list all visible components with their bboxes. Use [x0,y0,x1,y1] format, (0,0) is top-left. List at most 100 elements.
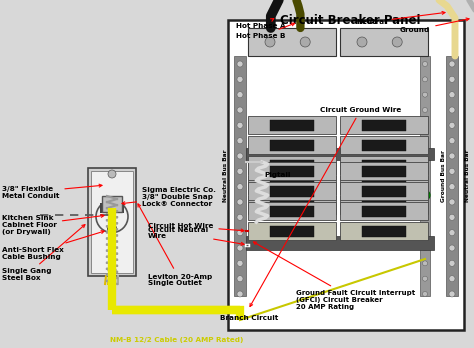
Circle shape [422,153,428,158]
Text: Circuit Hot Wire: Circuit Hot Wire [148,223,244,232]
Bar [102,196,122,212]
Bar [248,28,336,56]
Circle shape [449,199,455,205]
Circle shape [422,245,428,251]
Bar [362,166,406,177]
Bar [340,116,428,134]
Circle shape [265,37,275,47]
Circle shape [449,184,455,190]
Text: Circuit Ground Wire: Circuit Ground Wire [250,107,401,307]
Circle shape [449,230,455,236]
Text: Neutral Bus Bar: Neutral Bus Bar [224,150,228,202]
Circle shape [449,122,455,128]
Circle shape [449,76,455,82]
Bar [246,236,434,250]
Text: Neutral: Neutral [356,11,445,25]
Circle shape [422,215,428,220]
Bar [446,56,458,296]
Circle shape [422,123,428,128]
Bar [248,162,336,180]
Bar [270,180,314,191]
Text: Pigtail: Pigtail [264,172,291,178]
Bar [362,160,406,171]
Bar [270,186,314,197]
Bar [88,168,136,276]
Circle shape [449,245,455,251]
Text: Ground: Ground [400,18,469,33]
Text: Branch Circuit: Branch Circuit [220,315,278,321]
Bar [248,136,336,154]
Bar [362,140,406,151]
Bar [340,136,428,154]
Bar [340,182,428,200]
Bar [248,196,336,214]
Bar [228,20,464,330]
Circle shape [422,92,428,97]
Bar [270,206,314,217]
Circle shape [237,107,243,113]
Text: Anti-Short Flex
Cable Bushing: Anti-Short Flex Cable Bushing [2,231,104,260]
Circle shape [237,61,243,67]
Circle shape [237,276,243,282]
Circle shape [237,122,243,128]
Circle shape [237,92,243,98]
Bar [340,156,428,174]
Circle shape [449,214,455,220]
Circle shape [300,37,310,47]
Circle shape [237,214,243,220]
Text: Single Gang
Steel Box: Single Gang Steel Box [2,224,85,282]
Circle shape [422,62,428,66]
Bar [362,186,406,197]
Circle shape [449,260,455,266]
Bar [246,148,434,160]
Circle shape [422,199,428,205]
Circle shape [422,184,428,189]
Circle shape [237,76,243,82]
Text: Ground Fault Circuit Interrupt
(GFCI) Circuit Breaker
20 AMP Rating: Ground Fault Circuit Interrupt (GFCI) Ci… [254,242,415,310]
Circle shape [237,138,243,144]
Bar [340,222,428,240]
Bar [420,56,430,296]
Circle shape [449,61,455,67]
Text: Ground Bus Bar: Ground Bus Bar [441,150,447,202]
Circle shape [422,261,428,266]
Circle shape [237,168,243,174]
Circle shape [449,153,455,159]
Circle shape [420,190,430,200]
Circle shape [422,169,428,174]
Bar [340,28,428,56]
Bar [270,200,314,211]
Bar [270,160,314,171]
Circle shape [237,245,243,251]
Bar [234,56,246,296]
Circle shape [422,108,428,112]
Bar [119,203,124,213]
Text: Neutral Bus Bar: Neutral Bus Bar [465,150,471,202]
Circle shape [449,107,455,113]
Bar [340,176,428,194]
Circle shape [449,138,455,144]
Bar [270,226,314,237]
Text: NM-B 12/2 Cable (20 AMP Rated): NM-B 12/2 Cable (20 AMP Rated) [110,337,243,343]
Bar [362,120,406,131]
Circle shape [237,230,243,236]
Bar [248,156,336,174]
Circle shape [237,291,243,297]
Bar [248,182,336,200]
Bar [340,196,428,214]
Text: Circuit Neutral
Wire: Circuit Neutral Wire [148,227,244,245]
Circle shape [237,153,243,159]
Circle shape [108,170,116,178]
Bar [362,200,406,211]
Bar [362,226,406,237]
Circle shape [449,291,455,297]
Circle shape [422,77,428,82]
Text: Sigma Electric Co.
3/8" Double Snap
Lock® Connector: Sigma Electric Co. 3/8" Double Snap Lock… [122,187,216,207]
Circle shape [449,92,455,98]
Bar [248,116,336,134]
Bar [100,203,105,213]
Text: Hot Phase A: Hot Phase A [236,18,286,29]
Bar [362,180,406,191]
Text: 3/8" Flexible
Metal Conduit: 3/8" Flexible Metal Conduit [2,184,102,198]
Bar [248,222,336,240]
